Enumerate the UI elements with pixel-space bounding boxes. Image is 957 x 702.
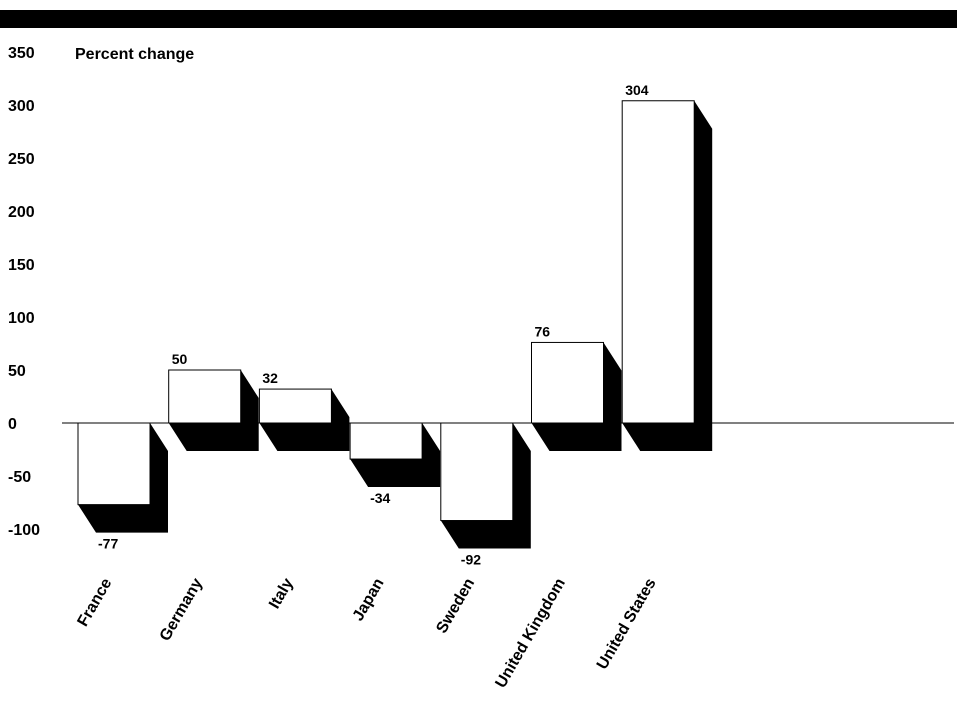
y-tick-label: 0 bbox=[8, 416, 17, 433]
y-tick-label: 350 bbox=[8, 45, 35, 62]
category-label: Italy bbox=[266, 575, 297, 611]
bar bbox=[440, 422, 514, 522]
bar-shadow bbox=[168, 370, 259, 451]
bar bbox=[621, 100, 695, 424]
bar bbox=[349, 422, 423, 460]
y-tick-label: 250 bbox=[8, 151, 35, 168]
y-tick-label: -50 bbox=[8, 469, 31, 486]
y-tick-label: 200 bbox=[8, 204, 35, 221]
category-label: Sweden bbox=[433, 576, 478, 637]
value-label: 76 bbox=[535, 323, 551, 339]
value-label: 32 bbox=[262, 370, 278, 386]
y-tick-label: 100 bbox=[8, 310, 35, 327]
bar-shadow bbox=[531, 342, 622, 451]
bars bbox=[77, 100, 713, 549]
bar bbox=[258, 388, 332, 424]
y-axis-ticks: 350 300 250 200 150 100 50 0 -50 -100 bbox=[8, 45, 40, 539]
y-tick-label: -100 bbox=[8, 522, 40, 539]
value-labels: -77 50 32 -34 -92 76 304 bbox=[98, 82, 649, 568]
value-label: 304 bbox=[625, 82, 649, 98]
bar-shadow bbox=[350, 423, 441, 488]
y-tick-label: 300 bbox=[8, 98, 35, 115]
category-label: France bbox=[75, 575, 116, 629]
category-label: Germany bbox=[157, 575, 206, 644]
value-label: -92 bbox=[461, 552, 481, 568]
bar bbox=[531, 341, 604, 424]
y-axis-label: Percent change bbox=[75, 46, 194, 63]
bar bbox=[168, 369, 242, 424]
y-tick-label: 150 bbox=[8, 257, 35, 274]
category-labels: France Germany Italy Japan Sweden United King… bbox=[75, 575, 660, 691]
bar bbox=[77, 422, 151, 506]
value-label: -34 bbox=[370, 490, 390, 506]
header-band bbox=[0, 10, 957, 28]
value-label: -77 bbox=[98, 536, 118, 552]
bar-shadow bbox=[259, 389, 350, 451]
category-label: United Kingdom bbox=[492, 576, 568, 691]
category-label: Japan bbox=[350, 576, 388, 625]
bar-shadow bbox=[78, 423, 168, 533]
y-tick-label: 50 bbox=[8, 363, 26, 380]
value-label: 50 bbox=[172, 351, 188, 367]
category-label: United States bbox=[594, 575, 660, 672]
